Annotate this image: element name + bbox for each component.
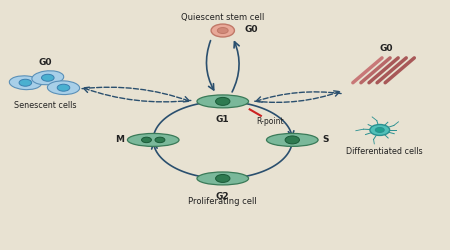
- Circle shape: [370, 124, 390, 136]
- Circle shape: [216, 174, 230, 182]
- Text: R-point: R-point: [256, 117, 284, 126]
- Text: S: S: [323, 136, 329, 144]
- Text: G2: G2: [216, 192, 230, 201]
- Circle shape: [375, 128, 384, 132]
- Ellipse shape: [266, 134, 318, 146]
- Circle shape: [216, 98, 230, 105]
- Ellipse shape: [9, 76, 41, 90]
- Text: Senescent cells: Senescent cells: [14, 102, 77, 110]
- Circle shape: [211, 24, 234, 37]
- Circle shape: [142, 137, 152, 143]
- Text: G0: G0: [244, 25, 258, 34]
- Text: Differentiated cells: Differentiated cells: [346, 147, 423, 156]
- Ellipse shape: [32, 71, 64, 85]
- Ellipse shape: [197, 95, 248, 108]
- Text: G0: G0: [39, 58, 52, 66]
- Text: G1: G1: [216, 115, 230, 124]
- Text: Quiescent stem cell: Quiescent stem cell: [181, 12, 265, 22]
- Ellipse shape: [197, 172, 248, 185]
- Ellipse shape: [127, 134, 179, 146]
- Circle shape: [155, 137, 165, 143]
- Circle shape: [57, 84, 70, 91]
- Ellipse shape: [47, 81, 80, 94]
- Text: M: M: [115, 136, 124, 144]
- Circle shape: [19, 79, 32, 86]
- Text: Proliferating cell: Proliferating cell: [189, 197, 257, 206]
- Circle shape: [285, 136, 299, 144]
- Circle shape: [217, 28, 228, 34]
- Text: G0: G0: [380, 44, 393, 53]
- Circle shape: [41, 74, 54, 81]
